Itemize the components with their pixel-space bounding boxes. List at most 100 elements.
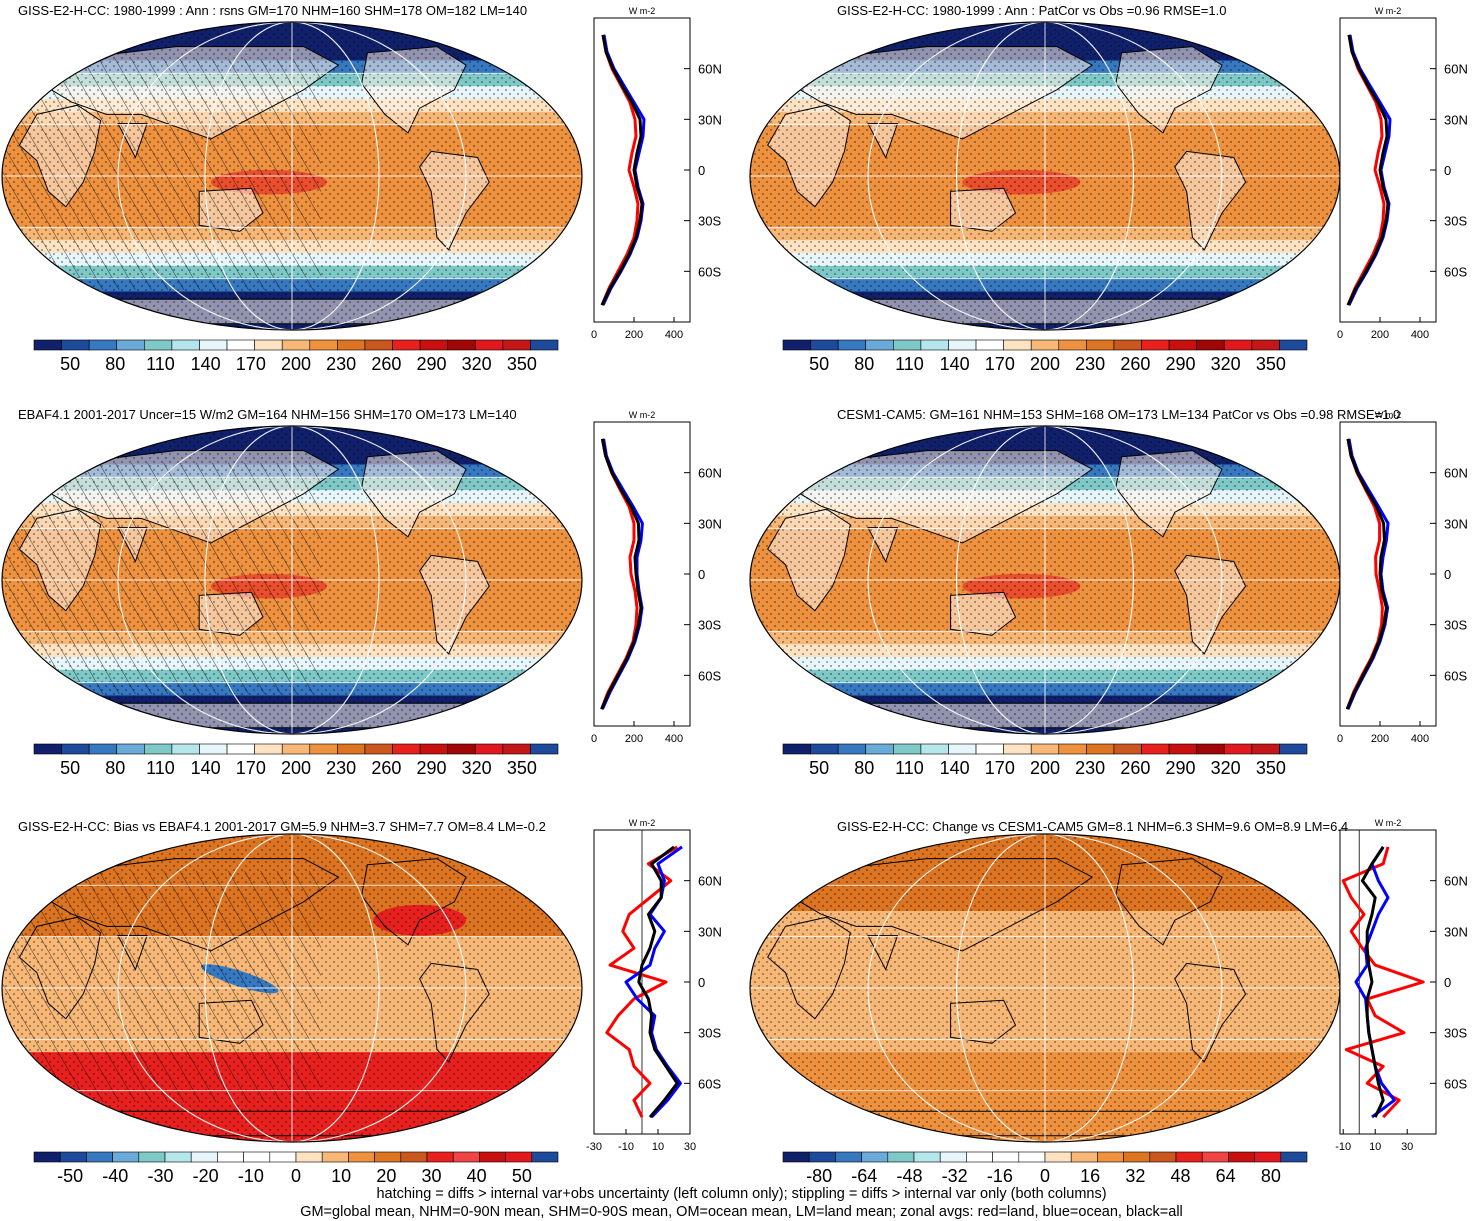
colorbar-swatch (865, 339, 894, 351)
colorbar-swatch (88, 339, 118, 351)
colorbar-tick-label: 230 (326, 758, 356, 778)
panel-title: GISS-E2-H-CC: 1980-1999 : Ann : PatCor v… (837, 3, 1227, 18)
colorbar-swatch (1003, 339, 1032, 351)
zonal-ytick-label: 30N (1444, 924, 1468, 939)
colorbar-tick-label: 140 (940, 354, 970, 374)
zonal-xtick-label: 0 (591, 733, 597, 745)
colorbar-swatch (243, 1151, 271, 1163)
colorbar: -80 -64 -48 -32 -16 0 16 32 48 64 80 (782, 1151, 1308, 1186)
colorbar-tick-label: 260 (1120, 354, 1150, 374)
colorbar-tick-label: 230 (1075, 758, 1105, 778)
panel-title: GISS-E2-H-CC: Change vs CESM1-CAM5 GM=8.… (837, 819, 1349, 834)
zonal-xtick-label: -10 (1335, 1141, 1351, 1153)
colorbar-tick-label: 140 (940, 758, 970, 778)
zonal-xtick-label: 30 (1401, 1141, 1413, 1153)
zonal-xtick-label: 0 (591, 329, 597, 341)
colorbar-swatch (920, 743, 949, 755)
colorbar-swatch (1168, 743, 1197, 755)
map-field (750, 834, 1340, 1142)
colorbar-swatch (400, 1151, 428, 1163)
colorbar-swatch (309, 339, 338, 351)
colorbar-tick-label: 50 (809, 758, 829, 778)
zonal-xtick-label: 30 (684, 1141, 696, 1153)
map-field (750, 22, 1340, 330)
colorbar-swatch (1018, 1151, 1046, 1163)
panel-title: EBAF4.1 2001-2017 Uncer=15 W/m2 GM=164 N… (18, 407, 517, 422)
colorbar-tick-label: 290 (1165, 354, 1195, 374)
zonal-plot: W m-2 60N 30N 0 30S 60S -30 -10 10 30 (586, 818, 722, 1153)
zonal-ytick-label: 60N (1444, 466, 1468, 481)
colorbar-tick-label: -48 (896, 1166, 922, 1186)
colorbar-swatch (861, 1151, 889, 1163)
zonal-plot: W m-2 60N 30N 0 30S 60S -10 10 30 (1335, 818, 1468, 1153)
zonal-series-all (1360, 846, 1385, 1118)
colorbar-swatch (337, 339, 366, 351)
panel-3: 50 80 110 140 170 200 230 260 290 320 350 W m-2 60N 3… (1, 410, 722, 778)
panel-title: GISS-E2-H-CC: 1980-1999 : Ann : rsns GM=… (18, 3, 528, 18)
colorbar-swatch (782, 743, 811, 755)
colorbar-tick-label: 230 (326, 354, 356, 374)
zonal-ytick-label: 30S (1444, 1026, 1467, 1041)
colorbar-tick-label: -30 (147, 1166, 173, 1186)
colorbar-tick-label: 80 (854, 354, 874, 374)
zonal-ytick-label: 30S (698, 1026, 721, 1041)
colorbar-tick-label: 320 (462, 758, 492, 778)
colorbar-swatch (116, 743, 145, 755)
colorbar-tick-label: 350 (507, 758, 537, 778)
colorbar-tick-label: 170 (985, 758, 1015, 778)
colorbar-tick-label: 290 (1165, 758, 1195, 778)
colorbar-tick-label: 110 (895, 354, 924, 374)
zonal-ytick-label: 30S (698, 618, 721, 633)
colorbar-swatch (1223, 743, 1253, 755)
hatching (2, 58, 321, 290)
colorbar-tick-label: 0 (1040, 1166, 1050, 1186)
colorbar-swatch (1113, 743, 1142, 755)
zonal-series-all (637, 845, 679, 1119)
panel-title: CESM1-CAM5: GM=161 NHM=153 SHM=168 OM=17… (837, 407, 1401, 422)
colorbar-swatch (837, 743, 867, 755)
colorbar-swatch (474, 339, 504, 351)
colorbar-swatch (1030, 339, 1060, 351)
colorbar-swatch (281, 339, 311, 351)
colorbar-swatch (782, 339, 811, 351)
colorbar-swatch (337, 743, 366, 755)
zonal-ytick-label: 60S (698, 1076, 721, 1091)
zonal-ytick-label: 30S (698, 214, 721, 229)
colorbar-swatch (1251, 339, 1280, 351)
colorbar-swatch (1196, 743, 1225, 755)
colorbar-tick-label: 48 (1171, 1166, 1191, 1186)
zonal-unit-label: W m-2 (629, 818, 656, 828)
zonal-ytick-label: 60S (1444, 1076, 1467, 1091)
zonal-unit-label: W m-2 (629, 410, 656, 420)
colorbar-swatch (479, 1151, 506, 1163)
colorbar-swatch (893, 743, 922, 755)
colorbar-swatch (138, 1151, 166, 1163)
colorbar-tick-label: 320 (1211, 354, 1241, 374)
colorbar: 50 80 110 140 170 200 230 260 290 320 350 (33, 743, 559, 778)
colorbar-swatch (1058, 339, 1087, 351)
zonal-ytick-label: 0 (1444, 975, 1451, 990)
map-border (1, 833, 583, 1143)
colorbar-swatch (1086, 743, 1115, 755)
colorbar-swatch (966, 1151, 993, 1163)
zonal-xtick-label: 400 (1411, 329, 1429, 341)
colorbar-swatch (226, 339, 255, 351)
colorbar-swatch (810, 743, 839, 755)
zonal-plot: W m-2 60N 30N 0 30S 60S 0 200 400 (591, 410, 722, 745)
colorbar-tick-label: 350 (1256, 354, 1286, 374)
zonal-xtick-label: 10 (1369, 1141, 1381, 1153)
zonal-ytick-label: 60S (698, 264, 721, 279)
zonal-xtick-label: 200 (625, 329, 643, 341)
zonal-ytick-label: 60N (698, 62, 722, 77)
zonal-unit-label: W m-2 (1375, 410, 1402, 420)
colorbar-swatch (348, 1151, 375, 1163)
zonal-ytick-label: 60S (1444, 668, 1467, 683)
colorbar-swatch (254, 743, 283, 755)
map-border (1, 21, 583, 331)
zonal-xtick-label: 0 (1337, 329, 1343, 341)
colorbar-swatch (1097, 1151, 1124, 1163)
zonal-plot: W m-2 60N 30N 0 30S 60S 0 200 400 (1337, 410, 1468, 745)
colorbar-swatch (1223, 339, 1253, 351)
zonal-unit-label: W m-2 (1375, 818, 1402, 828)
colorbar-swatch (975, 743, 1004, 755)
